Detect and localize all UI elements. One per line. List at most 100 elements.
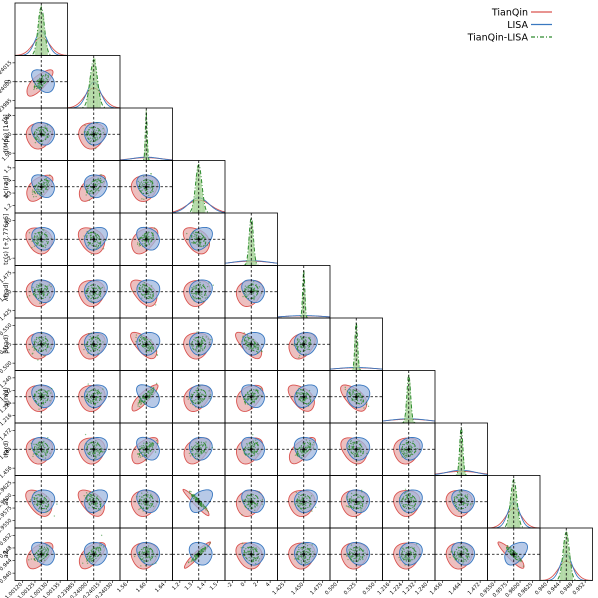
panel-content bbox=[277, 265, 330, 318]
tianqin-lisa-sample bbox=[45, 449, 48, 451]
tianqin-lisa-sample bbox=[196, 391, 198, 394]
tianqin-lisa-sample bbox=[154, 185, 156, 188]
tianqin-lisa-sample bbox=[347, 443, 350, 445]
tianqin-lisa-sample bbox=[37, 85, 40, 87]
tianqin-lisa-sample bbox=[406, 443, 408, 445]
tianqin-lisa-sample bbox=[143, 236, 145, 239]
tianqin-lisa-sample bbox=[95, 445, 98, 447]
tianqin-lisa-sample bbox=[141, 558, 144, 560]
tianqin-lisa-sample bbox=[143, 446, 145, 448]
tianqin-lisa-sample bbox=[135, 334, 138, 336]
tianqin-lisa-sample bbox=[459, 492, 462, 494]
tianqin-lisa-sample bbox=[461, 498, 463, 500]
tianqin-lisa-sample bbox=[307, 444, 309, 447]
panel-9-3 bbox=[172, 475, 226, 529]
tianqin-lisa-sample bbox=[32, 286, 34, 289]
tianqin-lisa-sample bbox=[39, 296, 41, 299]
panel-content bbox=[120, 528, 173, 581]
tianqin-lisa-sample bbox=[42, 289, 45, 291]
tianqin-lisa-sample bbox=[98, 548, 100, 550]
panel-content bbox=[330, 475, 383, 528]
tianqin-lisa-sample bbox=[256, 505, 259, 507]
tianqin-lisa-sample bbox=[147, 241, 150, 244]
tianqin-lisa-contour bbox=[33, 441, 49, 457]
tianqin-lisa-sample bbox=[95, 457, 97, 459]
tianqin-lisa-sample bbox=[305, 548, 307, 550]
tianqin-lisa-sample bbox=[256, 289, 259, 292]
tianqin-lisa-contour bbox=[296, 546, 312, 562]
tianqin-lisa-sample bbox=[199, 294, 201, 296]
tianqin-lisa-sample bbox=[351, 390, 354, 392]
tianqin-lisa-sample bbox=[89, 558, 92, 560]
tianqin-lisa-sample bbox=[139, 445, 141, 448]
truth-point bbox=[197, 552, 201, 556]
tianqin-lisa-sample bbox=[307, 562, 309, 564]
tianqin-lisa-sample bbox=[360, 443, 362, 445]
tianqin-lisa-sample bbox=[44, 125, 46, 127]
x-tick-label: 1.456 bbox=[429, 582, 444, 597]
tianqin-lisa-sample bbox=[299, 335, 302, 338]
histogram-bar bbox=[570, 564, 572, 581]
truth-point bbox=[249, 342, 253, 346]
tianqin-lisa-sample bbox=[304, 562, 306, 565]
tianqin-lisa-sample bbox=[148, 552, 151, 554]
tianqin-lisa-sample bbox=[35, 236, 37, 238]
tianqin-lisa-sample bbox=[100, 174, 102, 176]
truth-point bbox=[249, 395, 253, 399]
tianqin-lisa-sample bbox=[39, 394, 41, 396]
tianqin-lisa-sample bbox=[302, 442, 304, 444]
y-tick-label: 0.952 bbox=[0, 533, 13, 548]
tianqin-lisa-sample bbox=[87, 244, 89, 247]
tianqin-lisa-sample bbox=[356, 393, 359, 395]
tianqin-lisa-sample bbox=[37, 398, 39, 400]
truth-point bbox=[39, 500, 43, 504]
tianqin-lisa-sample bbox=[193, 235, 195, 238]
tianqin-lisa-sample bbox=[412, 440, 414, 442]
histogram-bar bbox=[254, 254, 256, 266]
tianqin-lisa-sample bbox=[82, 562, 84, 564]
tianqin-lisa-sample bbox=[199, 394, 201, 396]
tianqin-lisa-sample bbox=[253, 280, 255, 283]
tianqin-lisa-sample bbox=[254, 557, 256, 560]
tianqin-lisa-sample bbox=[31, 346, 34, 348]
tianqin-lisa-sample bbox=[88, 243, 90, 246]
tianqin-lisa-sample bbox=[351, 552, 353, 554]
tianqin-lisa-sample bbox=[39, 445, 41, 448]
tianqin-lisa-sample bbox=[97, 389, 99, 391]
tianqin-lisa-sample bbox=[96, 239, 98, 241]
tianqin-lisa-sample bbox=[39, 302, 41, 304]
y-axis-label: λ(rad) bbox=[3, 282, 10, 301]
tianqin-lisa-contour bbox=[506, 546, 522, 562]
tianqin-lisa-contour bbox=[33, 126, 49, 142]
tianqin-lisa-sample bbox=[43, 127, 46, 129]
tianqin-lisa-sample bbox=[43, 342, 45, 344]
tianqin-lisa-sample bbox=[196, 331, 198, 333]
tianqin-lisa-sample bbox=[199, 453, 201, 455]
tianqin-lisa-sample bbox=[100, 544, 103, 547]
tianqin-lisa-sample bbox=[92, 244, 94, 247]
tianqin-lisa-sample bbox=[196, 240, 198, 242]
tianqin-lisa-sample bbox=[100, 392, 103, 394]
panel-content bbox=[15, 528, 68, 581]
tianqin-lisa-sample bbox=[44, 335, 47, 338]
tianqin-lisa-sample bbox=[106, 239, 108, 241]
panel-content bbox=[382, 423, 435, 476]
truth-point bbox=[197, 237, 201, 241]
tianqin-lisa-sample bbox=[34, 394, 37, 396]
tianqin-lisa-sample bbox=[195, 293, 197, 296]
tianqin-lisa-sample bbox=[43, 292, 46, 294]
tianqin-lisa-sample bbox=[196, 387, 198, 390]
panel-2-0: 1.641.601.56 bbox=[1, 107, 68, 163]
tianqin-lisa-sample bbox=[197, 444, 200, 446]
tianqin-lisa-sample bbox=[450, 551, 452, 553]
tianqin-lisa-sample bbox=[361, 491, 363, 493]
tianqin-lisa-sample bbox=[150, 339, 152, 341]
panel-9-4 bbox=[224, 475, 278, 529]
tianqin-lisa-contour bbox=[86, 389, 102, 405]
tianqin-lisa-sample bbox=[462, 556, 464, 559]
panel-9-8 bbox=[434, 475, 488, 529]
